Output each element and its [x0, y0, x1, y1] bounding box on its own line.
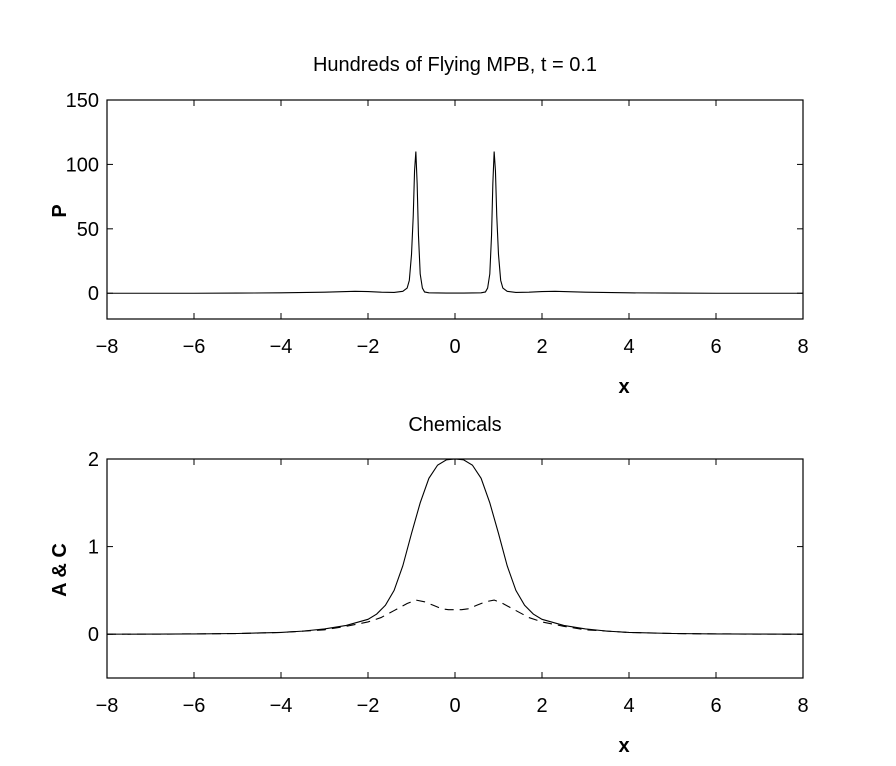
top-plot-ticks: −8 −6 −4 −2 0 2 4 6 8 0 50 100 150: [66, 90, 809, 358]
bottom-plot-xtick-label: 8: [797, 695, 808, 717]
top-plot-series: [107, 151, 803, 294]
bottom-plot-ytick-label: 2: [88, 449, 99, 471]
bottom-plot-ylabel: A & C: [49, 543, 71, 597]
bottom-plot-series-line-1: [106, 458, 804, 635]
bottom-plot-xlabel: x: [618, 735, 629, 757]
top-plot-ytick-label: 100: [66, 154, 99, 176]
top-plot-panel: Hundreds of Flying MPB, t = 0.1 P x −8 −6…: [49, 54, 809, 398]
bottom-plot-panel: Chemicals A & C x −8 −6 −4 −2 0 2 4 6 8 0 1 2: [49, 414, 809, 757]
bottom-plot-xtick-label: −6: [183, 695, 206, 717]
top-plot-title: Hundreds of Flying MPB, t = 0.1: [313, 54, 597, 76]
bottom-plot-ticks: −8 −6 −4 −2 0 2 4 6 8 0 1 2: [88, 449, 809, 717]
top-plot-xtick-label: −4: [270, 336, 293, 358]
bottom-plot-series-line-2: [106, 599, 804, 635]
bottom-plot-xtick-label: 4: [623, 695, 634, 717]
top-plot-xtick-label: 8: [797, 336, 808, 358]
bottom-plot-xtick-label: 6: [710, 695, 721, 717]
top-plot-xtick-label: −8: [96, 336, 119, 358]
top-plot-frame: [106, 99, 804, 320]
top-plot-xtick-label: 6: [710, 336, 721, 358]
bottom-plot-xtick-label: −8: [96, 695, 119, 717]
top-plot-ytick-label: 150: [66, 90, 99, 112]
bottom-plot-xtick-label: −4: [270, 695, 293, 717]
top-plot-ytick-label: 50: [77, 219, 99, 241]
bottom-plot-series: [106, 458, 804, 635]
top-plot-xtick-label: −6: [183, 336, 206, 358]
top-plot-xtick-label: 4: [623, 336, 634, 358]
bottom-plot-xtick-label: −2: [357, 695, 380, 717]
bottom-plot-xtick-label: 0: [449, 695, 460, 717]
bottom-plot-title: Chemicals: [408, 414, 501, 436]
top-plot-series-line-1: [107, 151, 803, 294]
top-plot-xtick-label: −2: [357, 336, 380, 358]
top-plot-ytick-label: 0: [88, 283, 99, 305]
bottom-plot-ytick-label: 0: [88, 624, 99, 646]
top-plot-xtick-label: 0: [449, 336, 460, 358]
bottom-plot-frame: [106, 458, 804, 679]
top-plot-ylabel: P: [49, 204, 71, 217]
bottom-plot-ytick-label: 1: [88, 537, 99, 559]
top-plot-xlabel: x: [618, 376, 629, 398]
bottom-plot-xtick-label: 2: [536, 695, 547, 717]
top-plot-xtick-label: 2: [536, 336, 547, 358]
